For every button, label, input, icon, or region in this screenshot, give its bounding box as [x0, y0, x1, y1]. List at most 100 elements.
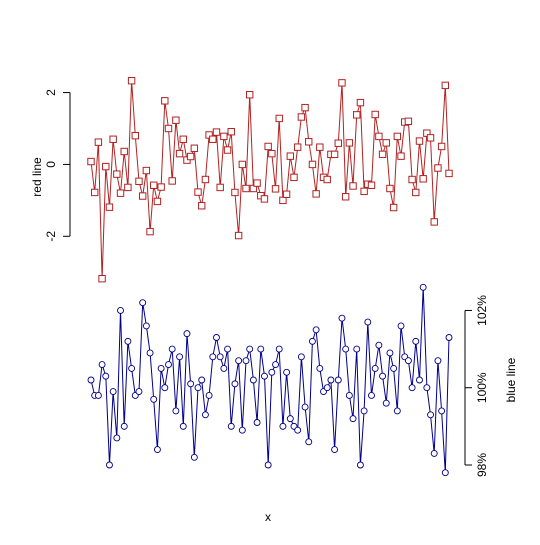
data-point-marker — [201, 175, 210, 184]
data-point-marker — [375, 132, 383, 141]
panel-2: 98% 100% 102% blue line — [87, 283, 518, 477]
data-point-marker — [220, 132, 228, 141]
data-point-marker — [205, 392, 213, 399]
y-tick-label: 102% — [475, 295, 489, 326]
data-point-marker — [282, 190, 291, 198]
data-point-marker — [172, 116, 180, 124]
data-point-marker — [423, 384, 431, 392]
data-point-marker — [368, 392, 375, 399]
data-point-marker — [175, 149, 184, 158]
data-point-marker — [408, 384, 416, 392]
data-point-marker — [90, 188, 99, 197]
data-point-marker — [331, 446, 339, 453]
data-point-marker — [209, 353, 217, 361]
data-point-marker — [142, 166, 151, 175]
data-point-marker — [305, 438, 313, 446]
data-point-marker — [165, 361, 172, 368]
data-point-marker — [150, 181, 158, 189]
data-point-marker — [124, 183, 132, 192]
data-point-marker — [220, 364, 228, 372]
data-point-marker — [198, 376, 206, 384]
data-point-marker — [397, 322, 405, 330]
data-point-marker — [438, 407, 446, 415]
data-point-marker — [356, 461, 364, 469]
data-point-marker — [213, 334, 220, 341]
data-point-marker — [279, 422, 287, 430]
data-point-marker — [194, 384, 202, 392]
data-point-marker — [102, 372, 110, 380]
panel-1: -2 0 2 red line — [30, 77, 453, 283]
data-point-marker — [412, 188, 420, 197]
data-point-marker — [382, 399, 390, 407]
data-point-marker — [209, 135, 217, 143]
data-point-marker — [139, 299, 147, 307]
data-point-marker — [109, 388, 117, 396]
data-point-marker — [179, 422, 187, 430]
data-point-marker — [349, 182, 357, 190]
data-point-marker — [408, 175, 416, 184]
data-point-marker — [338, 314, 346, 322]
data-point-marker — [128, 364, 136, 372]
data-point-marker — [297, 353, 305, 361]
data-point-marker — [426, 134, 435, 142]
data-point-marker — [109, 135, 117, 143]
data-point-marker — [201, 411, 209, 419]
data-point-marker — [353, 345, 361, 353]
data-point-marker — [257, 345, 265, 353]
data-point-marker — [378, 150, 387, 159]
data-point-marker — [216, 353, 224, 361]
data-point-marker — [187, 380, 195, 388]
data-point-marker — [198, 202, 206, 210]
data-point-marker — [393, 132, 402, 141]
data-point-marker — [260, 195, 269, 203]
data-point-marker — [157, 364, 165, 372]
data-point-marker — [434, 164, 442, 172]
data-point-marker — [157, 183, 165, 191]
data-point-marker — [253, 179, 261, 187]
data-point-marker — [427, 411, 434, 419]
data-point-marker — [330, 150, 339, 159]
data-point-marker — [338, 79, 346, 87]
data-point-marker — [161, 384, 169, 392]
data-point-marker — [264, 461, 272, 469]
data-point-marker — [120, 422, 128, 430]
data-point-marker — [242, 357, 250, 365]
data-point-marker — [168, 177, 176, 185]
data-point-marker — [235, 357, 243, 365]
data-point-marker — [323, 175, 331, 184]
data-point-marker — [323, 384, 331, 392]
data-point-marker — [98, 274, 106, 283]
data-point-marker — [227, 128, 235, 136]
data-point-marker — [316, 143, 324, 151]
data-point-marker — [94, 392, 102, 399]
data-point-marker — [223, 146, 232, 154]
data-point-marker — [393, 407, 401, 415]
data-point-marker — [415, 137, 424, 145]
data-point-marker — [231, 380, 239, 388]
data-point-marker — [131, 131, 139, 140]
data-point-marker — [367, 181, 376, 189]
data-point-marker — [386, 349, 394, 357]
data-point-marker — [231, 188, 239, 197]
data-point-marker — [404, 357, 412, 365]
data-point-marker — [286, 415, 294, 423]
data-point-marker — [194, 188, 202, 196]
data-point-marker — [246, 91, 254, 99]
data-point-marker — [183, 330, 191, 338]
data-point-marker — [135, 177, 143, 186]
data-point-marker — [138, 192, 147, 200]
data-point-marker — [234, 231, 243, 240]
data-point-marker — [301, 403, 309, 411]
data-point-marker — [312, 326, 320, 334]
data-point-marker — [227, 422, 235, 430]
data-point-marker — [275, 345, 283, 353]
data-point-marker — [127, 77, 136, 85]
data-point-marker — [153, 446, 161, 453]
data-point-marker — [87, 157, 95, 166]
data-point-marker — [168, 345, 176, 353]
data-point-marker — [150, 395, 158, 403]
data-point-marker — [116, 189, 125, 197]
data-point-marker — [212, 128, 221, 136]
data-point-marker — [268, 149, 276, 158]
